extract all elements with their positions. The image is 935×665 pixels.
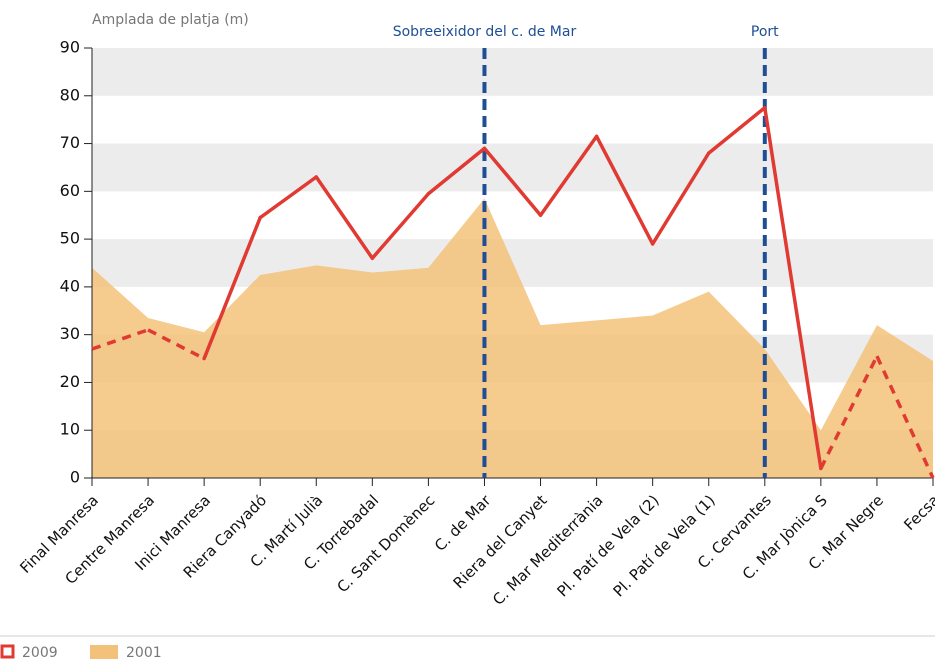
line-segment <box>147 328 205 361</box>
y-axis-label: Amplada de platja (m) <box>92 12 249 28</box>
x-tick-label: C. Mar Mediterrània <box>489 491 607 609</box>
line-segment <box>650 151 711 246</box>
area <box>92 198 933 478</box>
line-segment <box>91 328 149 351</box>
x-tick-label: Fecsa <box>900 491 935 534</box>
x-tick-label: Pl. Patí de Vela (2) <box>554 491 663 600</box>
line-segment <box>538 134 599 217</box>
line-segment <box>370 191 431 260</box>
line-segment <box>594 134 655 246</box>
y-tick-label: 70 <box>60 133 80 152</box>
marker-label: Sobreeixidor del c. de Mar <box>393 24 577 40</box>
y-tick-label: 20 <box>60 372 80 391</box>
line-segment <box>426 146 487 196</box>
y-tick-label: 60 <box>60 181 80 200</box>
y-tick-label: 0 <box>70 468 80 487</box>
line-segment <box>314 175 375 260</box>
x-tick-label: Pl. Patí de Vela (1) <box>610 491 719 600</box>
grid-band <box>92 48 933 96</box>
y-tick-label: 90 <box>60 38 80 57</box>
line-segment <box>258 175 319 220</box>
legend-label: 2001 <box>126 645 162 661</box>
legend-swatch <box>90 645 118 659</box>
y-tick-label: 40 <box>60 276 80 295</box>
line-segment <box>819 355 879 470</box>
y-tick-label: 50 <box>60 229 80 248</box>
y-tick-label: 30 <box>60 324 80 343</box>
line-segment <box>763 105 823 471</box>
line-segment <box>202 215 262 361</box>
legend-swatch <box>0 644 15 659</box>
y-tick-label: 10 <box>60 420 80 439</box>
legend-label: 2009 <box>22 645 58 661</box>
line-segment <box>875 355 935 479</box>
line-segment <box>482 146 543 217</box>
line-segment <box>706 105 767 155</box>
y-tick-label: 80 <box>60 85 80 104</box>
marker-label: Port <box>751 24 779 40</box>
x-tick-label: C. Sant Domènec <box>333 491 438 596</box>
x-tick-label: Riera del Canyet <box>450 491 551 592</box>
